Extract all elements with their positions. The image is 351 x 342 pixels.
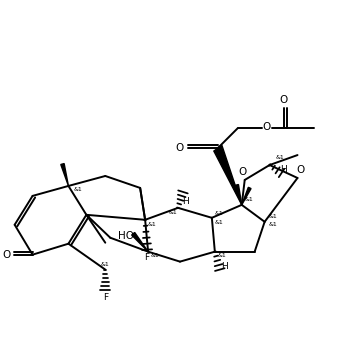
Text: F: F: [103, 293, 108, 302]
Text: H: H: [221, 262, 228, 271]
Polygon shape: [61, 163, 68, 186]
Polygon shape: [214, 145, 242, 205]
Text: &1: &1: [148, 222, 157, 227]
Text: O: O: [239, 167, 247, 177]
Polygon shape: [235, 185, 242, 205]
Polygon shape: [132, 233, 148, 252]
Text: &1: &1: [268, 214, 277, 219]
Text: O: O: [296, 165, 305, 175]
Text: H: H: [280, 165, 287, 173]
Text: F: F: [145, 253, 150, 262]
Text: &1: &1: [74, 187, 83, 193]
Text: O: O: [263, 122, 271, 132]
Text: O: O: [279, 95, 288, 105]
Text: &1: &1: [217, 253, 226, 258]
Text: &1: &1: [101, 262, 110, 267]
Text: &1: &1: [168, 210, 177, 215]
Text: O: O: [176, 143, 184, 153]
Text: O: O: [2, 250, 11, 260]
Text: &1: &1: [214, 211, 223, 216]
Text: &1: &1: [275, 155, 284, 160]
Polygon shape: [242, 187, 251, 205]
Text: H: H: [183, 197, 189, 206]
Text: HO: HO: [118, 231, 134, 241]
Text: &1: &1: [244, 197, 253, 202]
Text: &1: &1: [214, 220, 223, 225]
Text: &1: &1: [268, 222, 277, 227]
Text: &1: &1: [151, 253, 159, 258]
